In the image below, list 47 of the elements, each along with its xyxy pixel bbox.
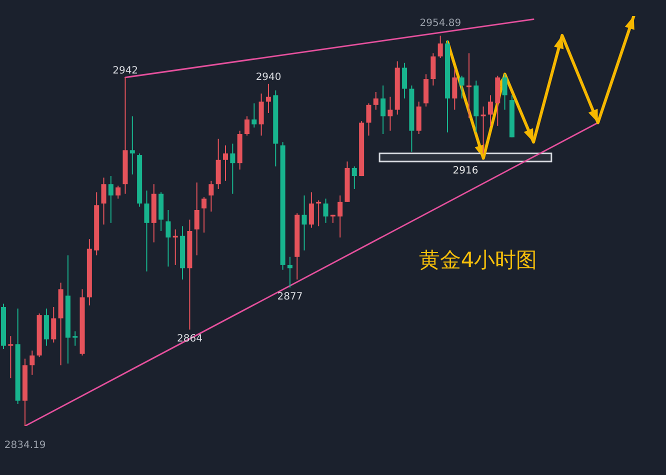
candlestick — [230, 143, 236, 194]
candlestick — [116, 185, 121, 200]
candlestick — [252, 102, 257, 128]
candlestick — [438, 35, 443, 59]
annotation: 2877 — [277, 292, 303, 303]
candlestick — [172, 228, 178, 266]
candlestick — [323, 198, 328, 224]
candlestick — [308, 192, 314, 228]
band-label: 2916 — [452, 166, 478, 177]
candlestick — [302, 194, 307, 251]
candlestick — [466, 52, 472, 118]
candlestick — [380, 85, 386, 135]
candlestick — [244, 116, 250, 136]
candlestick — [144, 190, 150, 272]
candlestick — [108, 176, 114, 224]
candlestick — [352, 166, 357, 190]
candlestick — [8, 336, 14, 379]
annotation: 2940 — [256, 72, 282, 83]
annotation: 2954.89 — [420, 18, 462, 29]
candlestick — [166, 209, 171, 268]
candlestick — [266, 83, 271, 114]
annotation: 2834.19 — [4, 440, 46, 451]
candlestick — [130, 116, 135, 175]
annotation: 2942 — [112, 65, 138, 76]
candlestick — [51, 306, 56, 344]
candlestick — [402, 62, 408, 99]
candlestick — [258, 93, 264, 136]
candlestick — [208, 180, 214, 212]
candlestick — [72, 330, 78, 346]
candlestick — [223, 144, 228, 182]
candlestick — [30, 350, 35, 376]
candlestick — [480, 106, 486, 154]
candlestick — [373, 91, 378, 110]
candlestick — [430, 52, 436, 86]
candlestick — [388, 96, 393, 132]
candlestick — [101, 177, 106, 226]
candlestick — [202, 196, 207, 234]
candlestick — [287, 256, 292, 288]
candlestick — [452, 68, 458, 110]
candlestick — [459, 75, 464, 99]
candlestick — [194, 182, 200, 256]
text: 黄金4小时图 — [418, 247, 538, 273]
candlestick — [366, 102, 372, 136]
candlestick — [316, 200, 322, 227]
candlestick — [502, 74, 508, 110]
candlestick — [338, 194, 343, 238]
candlestick — [488, 94, 493, 126]
